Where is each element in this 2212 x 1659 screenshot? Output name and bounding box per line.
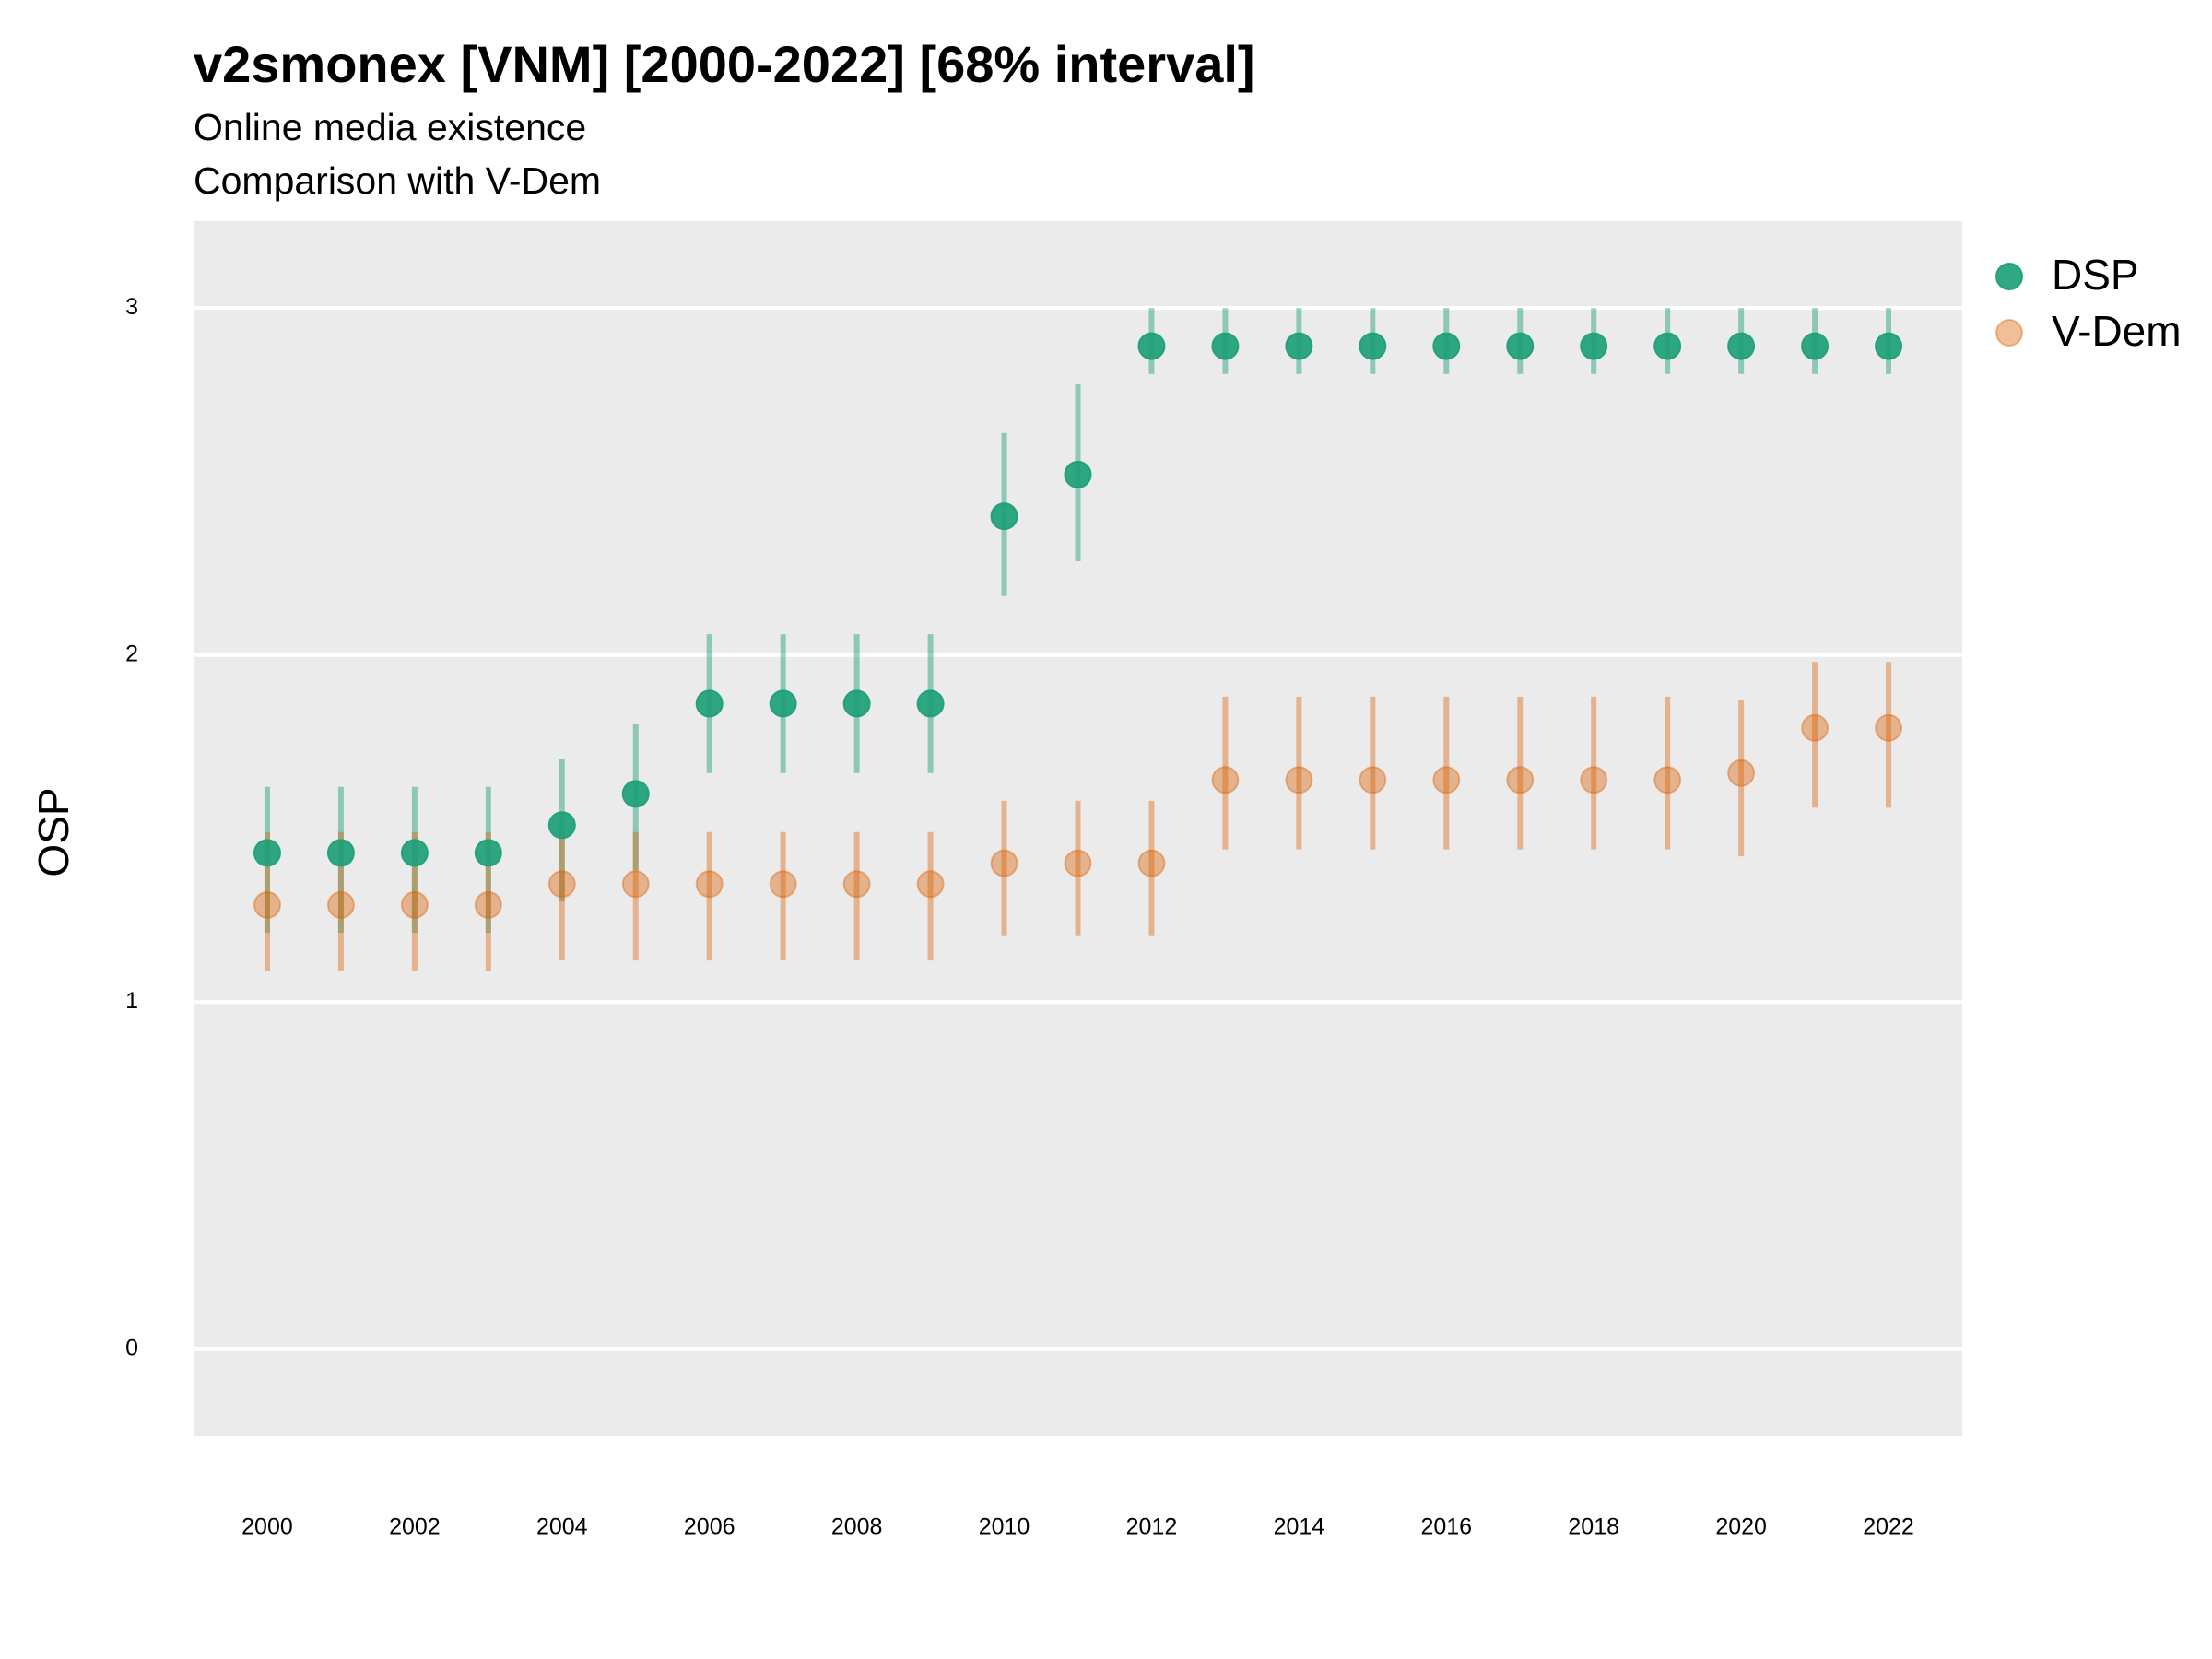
x-tick-label: 2008 (831, 1514, 883, 1540)
point (769, 870, 797, 899)
point (1285, 332, 1313, 360)
point (1580, 766, 1608, 794)
chart-subtitle: Online media existence (194, 106, 586, 148)
point (326, 839, 355, 867)
point (1727, 759, 1756, 787)
point (1875, 332, 1903, 360)
point (1580, 332, 1608, 360)
point (1801, 713, 1830, 742)
x-tick-label: 2020 (1715, 1514, 1767, 1540)
point (916, 689, 945, 718)
point (842, 689, 871, 718)
legend-label: DSP (2052, 251, 2139, 299)
x-tick-label: 2002 (389, 1514, 441, 1540)
y-tick-label: 0 (125, 1335, 138, 1360)
point (474, 890, 502, 919)
point (842, 870, 871, 899)
x-tick-label: 2018 (1568, 1514, 1619, 1540)
point (1137, 849, 1166, 877)
point (400, 890, 429, 919)
x-tick-label: 2016 (1420, 1514, 1472, 1540)
point (990, 502, 1018, 531)
x-tick-label: 2022 (1863, 1514, 1914, 1540)
point (326, 890, 355, 919)
x-tick-label: 2012 (1126, 1514, 1178, 1540)
x-tick-label: 2006 (684, 1514, 735, 1540)
point (547, 811, 576, 840)
point (990, 849, 1018, 877)
point (621, 780, 650, 808)
y-tick-label: 1 (125, 988, 138, 1014)
x-tick-label: 2010 (979, 1514, 1030, 1540)
point (695, 870, 724, 899)
point (1432, 332, 1461, 360)
point (916, 870, 945, 899)
point (1064, 849, 1092, 877)
y-tick-label: 3 (125, 294, 138, 320)
point (1653, 766, 1682, 794)
chart-title: v2smonex [VNM] [2000-2022] [68% interval… (194, 35, 1255, 93)
point (400, 839, 429, 867)
legend-label: V-Dem (2052, 307, 2182, 355)
plot-panel (194, 221, 1962, 1436)
point (474, 839, 502, 867)
point (1359, 332, 1387, 360)
point (1875, 713, 1903, 742)
point (1211, 332, 1240, 360)
point (1064, 460, 1092, 488)
point (1137, 332, 1166, 360)
point (1506, 766, 1535, 794)
point (1211, 766, 1240, 794)
x-tick-label: 2000 (241, 1514, 293, 1540)
point (1506, 332, 1535, 360)
point (547, 870, 576, 899)
point (253, 839, 281, 867)
y-axis-label: OSP (29, 787, 77, 877)
point (1432, 766, 1461, 794)
x-tick-label: 2004 (536, 1514, 588, 1540)
point (253, 890, 281, 919)
chart-subtitle: Comparison with V-Dem (194, 159, 601, 202)
point (1801, 332, 1830, 360)
x-tick-label: 2014 (1274, 1514, 1325, 1540)
point (769, 689, 797, 718)
legend-swatch (1995, 319, 2023, 347)
point (695, 689, 724, 718)
point (1285, 766, 1313, 794)
point (1653, 332, 1682, 360)
legend-swatch (1995, 263, 2023, 290)
point (621, 870, 650, 899)
y-tick-label: 2 (125, 641, 138, 666)
point (1727, 332, 1756, 360)
point (1359, 766, 1387, 794)
